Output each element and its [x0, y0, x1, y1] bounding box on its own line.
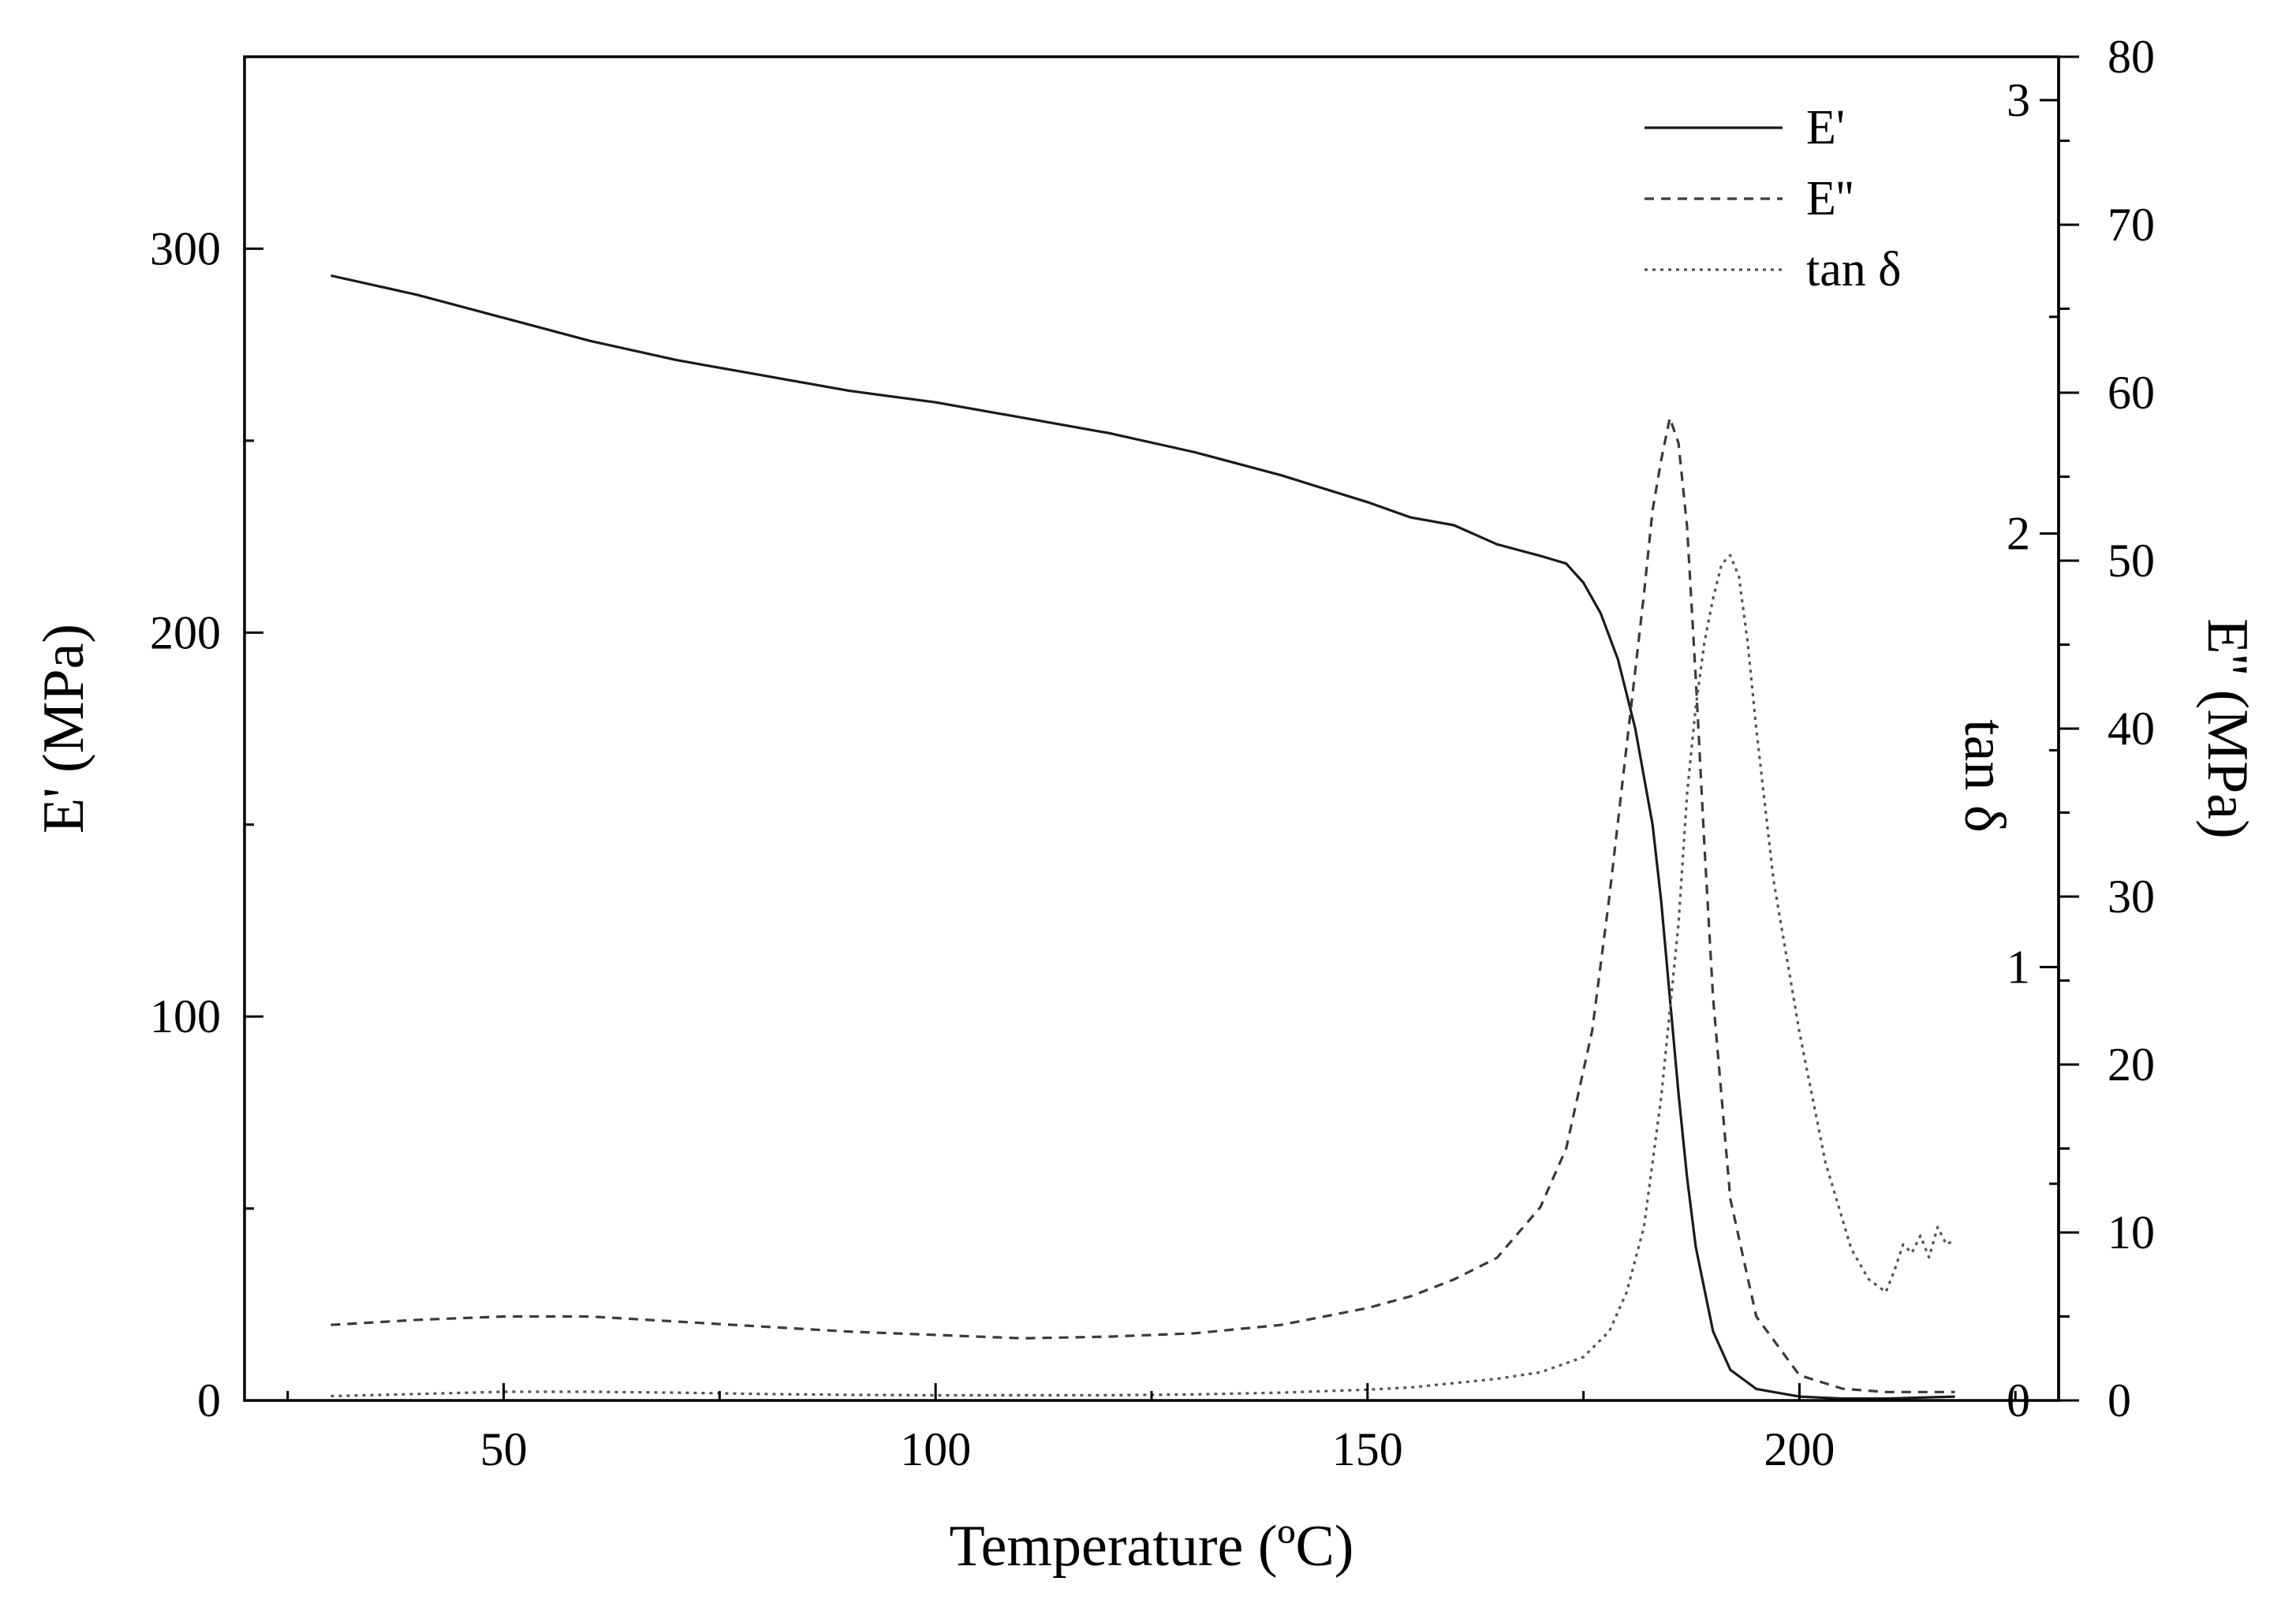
right-y-tick-label: 70 — [2107, 199, 2155, 251]
series-line — [330, 274, 1955, 1400]
plot-frame — [243, 55, 2060, 1402]
legend: E' E'' tan δ — [1645, 101, 1901, 296]
x-tick-label: 200 — [1764, 1423, 1835, 1475]
right-y-tick-label: 0 — [2107, 1374, 2131, 1426]
right-y-tick-label: 20 — [2107, 1039, 2155, 1091]
left-y-axis-title: E' (MPa) — [32, 624, 96, 833]
right-y-tick-label: 50 — [2107, 535, 2155, 587]
legend-label: E'' — [1806, 172, 1854, 226]
right-y-tick-label: 40 — [2107, 703, 2155, 755]
tan-axis: 0 1 2 3 — [2007, 74, 2059, 1426]
left-y-tick-label: 300 — [150, 222, 221, 274]
right-y-tick-label: 10 — [2107, 1206, 2155, 1259]
right-y-axis: 0 10 20 30 40 50 60 70 80 — [2059, 31, 2155, 1426]
left-y-axis: 0 100 200 300 — [150, 55, 263, 1426]
tan-tick-label: 3 — [2007, 74, 2030, 126]
right-y-tick-label: 30 — [2107, 871, 2155, 923]
x-axis: 50 100 150 200 — [286, 1383, 2017, 1475]
tan-tick-label: 0 — [2007, 1374, 2030, 1426]
x-tick-label: 50 — [480, 1423, 528, 1475]
tan-tick-label: 2 — [2007, 508, 2030, 560]
tan-axis-title: tan δ — [1952, 719, 2017, 833]
x-tick-label: 100 — [900, 1423, 971, 1475]
series-line — [330, 416, 1955, 1393]
series-lines — [330, 274, 1956, 1400]
left-y-tick-label: 0 — [197, 1374, 221, 1426]
tan-tick-label: 1 — [2007, 941, 2030, 993]
x-axis-title: Temperature (ºC) — [950, 1514, 1354, 1579]
right-y-tick-label: 60 — [2107, 367, 2155, 419]
right-y-tick-label: 80 — [2107, 31, 2155, 83]
left-y-tick-label: 100 — [150, 990, 221, 1042]
legend-label: E' — [1806, 101, 1845, 155]
series-line — [330, 554, 1956, 1398]
x-tick-label: 150 — [1332, 1423, 1403, 1475]
legend-label: tan δ — [1806, 243, 1901, 296]
right-y-axis-title: E'' (MPa) — [2195, 618, 2260, 838]
left-y-tick-label: 200 — [150, 606, 221, 658]
